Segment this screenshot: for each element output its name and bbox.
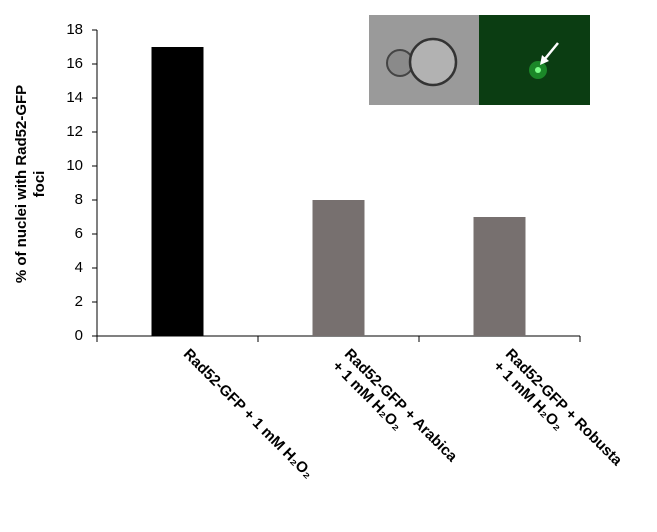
y-tick-label: 4 bbox=[75, 259, 83, 276]
gfp-panel bbox=[479, 15, 590, 105]
y-tick-label: 18 bbox=[66, 21, 83, 38]
y-tick-label: 14 bbox=[66, 89, 83, 106]
y-tick-label: 2 bbox=[75, 293, 83, 310]
y-tick-label: 16 bbox=[66, 55, 83, 72]
y-tick-label: 8 bbox=[75, 191, 83, 208]
x-tick-label-line: Rad52-GFP + Arabica bbox=[341, 346, 461, 466]
y-tick-label: 10 bbox=[66, 157, 83, 174]
x-tick-label: Rad52-GFP + Robusta+ 1 mM H₂O₂ bbox=[490, 346, 626, 482]
y-axis-label-line: % of nuclei with Rad52-GFP bbox=[13, 85, 30, 283]
x-tick-label-line: Rad52-GFP + 1 mM H₂O₂ bbox=[180, 346, 316, 482]
focus bbox=[535, 67, 541, 73]
x-tick-label: Rad52-GFP + 1 mM H₂O₂ bbox=[180, 346, 316, 482]
bar bbox=[474, 217, 526, 336]
cell bbox=[410, 39, 456, 85]
inset-image bbox=[369, 15, 590, 105]
y-tick-label: 0 bbox=[75, 327, 83, 344]
chart: % of nuclei with Rad52-GFP foci 0 2 4 6 8 10 1… bbox=[0, 0, 657, 532]
bar bbox=[313, 200, 365, 336]
bar bbox=[152, 47, 204, 336]
x-tick-label: Rad52-GFP + Arabica+ 1 mM H₂O₂ bbox=[329, 346, 461, 478]
y-tick-label: 12 bbox=[66, 123, 83, 140]
page: % of nuclei with Rad52-GFP foci 0 2 4 6 8 10 1… bbox=[0, 0, 657, 532]
y-tick-label: 6 bbox=[75, 225, 83, 242]
x-tick-label-line: Rad52-GFP + Robusta bbox=[502, 346, 626, 470]
y-axis-label-line: foci bbox=[31, 171, 48, 198]
y-axis-label: % of nuclei with Rad52-GFP foci bbox=[13, 85, 48, 283]
